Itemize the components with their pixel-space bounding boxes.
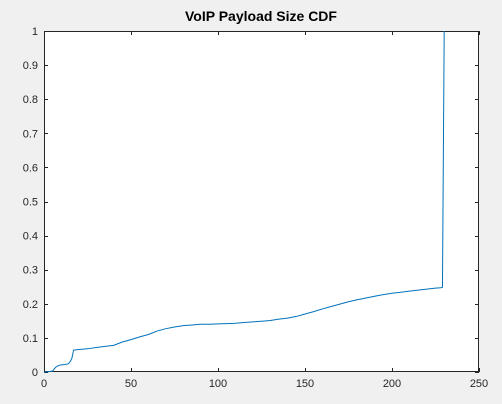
- y-tick-label: 1: [32, 26, 38, 38]
- y-tick-label: 0.2: [23, 299, 38, 311]
- y-tick-label: 0: [32, 367, 38, 379]
- plot-area: [44, 31, 479, 372]
- axes: [44, 31, 479, 372]
- x-tick-label: 0: [41, 378, 47, 390]
- series-group: [43, 30, 445, 373]
- y-tick-label: 0.1: [23, 333, 38, 345]
- x-tick-label: 200: [383, 378, 401, 390]
- y-tick-label: 0.6: [23, 162, 38, 174]
- y-tick-label: 0.7: [23, 128, 38, 140]
- series-line: [43, 30, 445, 373]
- axes-box: [44, 31, 479, 372]
- y-tick-label: 0.8: [23, 94, 38, 106]
- y-tick-label: 0.9: [23, 60, 38, 72]
- chart-title: VoIP Payload Size CDF: [185, 8, 337, 24]
- y-tick-label: 0.5: [23, 197, 38, 209]
- x-tick-label: 100: [209, 378, 227, 390]
- x-tick-label: 150: [296, 378, 314, 390]
- y-tick-label: 0.3: [23, 265, 38, 277]
- ticks: 0 50 100 150 200 250 0 0.1 0.2 0.3 0.4 0.5 0.6 0.7 0.8…: [23, 26, 488, 390]
- x-tick-label: 250: [470, 378, 488, 390]
- y-tick-label: 0.4: [23, 231, 38, 243]
- x-tick-label: 50: [125, 378, 137, 390]
